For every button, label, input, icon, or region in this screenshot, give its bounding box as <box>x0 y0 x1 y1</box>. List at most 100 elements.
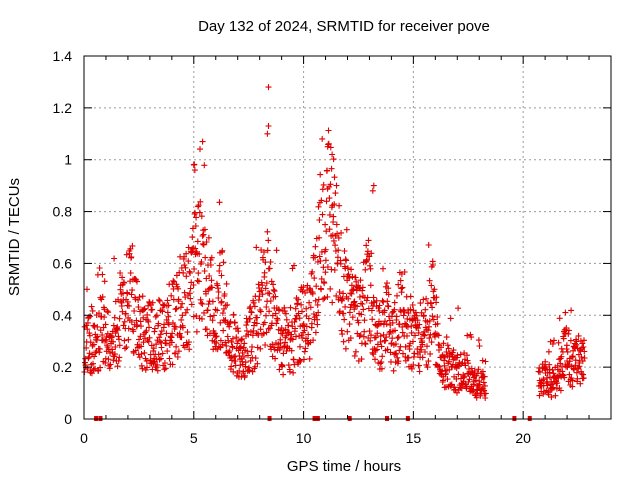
data-point <box>458 361 465 367</box>
data-point <box>229 335 236 342</box>
data-point <box>359 301 366 307</box>
data-point <box>341 248 348 254</box>
data-point <box>90 341 97 348</box>
data-point <box>291 319 298 325</box>
data-point <box>315 203 322 210</box>
data-point <box>561 374 568 381</box>
data-point <box>482 358 489 365</box>
data-point <box>144 364 150 371</box>
data-point <box>201 162 208 169</box>
data-point <box>327 144 334 151</box>
data-point <box>311 275 318 282</box>
data-point <box>245 352 251 359</box>
data-point <box>149 366 156 373</box>
data-point <box>280 371 287 378</box>
data-point <box>396 347 403 354</box>
data-point <box>562 330 569 337</box>
data-point <box>378 343 385 350</box>
data-point <box>122 345 128 352</box>
data-point <box>346 274 353 281</box>
data-point <box>312 297 319 304</box>
data-point <box>179 324 186 331</box>
data-point <box>363 297 370 304</box>
data-point <box>259 291 266 298</box>
data-point <box>366 262 373 269</box>
data-point <box>161 360 168 366</box>
data-point <box>300 284 307 291</box>
data-point <box>461 373 468 380</box>
data-point <box>341 316 348 323</box>
data-point <box>339 295 346 302</box>
data-point <box>120 322 127 329</box>
data-point <box>88 303 95 310</box>
data-point <box>366 328 373 335</box>
data-point <box>162 365 169 372</box>
data-point <box>342 256 349 263</box>
data-point <box>460 374 467 381</box>
data-point <box>481 373 488 380</box>
data-point <box>385 285 392 292</box>
data-point <box>552 392 559 399</box>
data-point <box>132 296 139 303</box>
data-point <box>543 363 549 370</box>
data-point <box>325 140 332 147</box>
data-point <box>410 338 416 345</box>
data-point <box>296 315 303 322</box>
data-point <box>216 262 223 269</box>
data-point <box>400 350 406 357</box>
data-point <box>270 286 277 293</box>
data-point <box>575 332 582 339</box>
data-point <box>123 251 130 258</box>
data-point <box>334 230 341 237</box>
data-point <box>200 241 207 248</box>
data-point <box>559 371 566 378</box>
data-point <box>374 322 381 329</box>
data-point <box>364 256 370 263</box>
data-point <box>137 333 144 340</box>
data-point <box>101 278 108 285</box>
data-point <box>96 349 103 356</box>
data-point <box>309 268 316 275</box>
data-point <box>416 321 423 328</box>
data-point <box>215 285 221 292</box>
y-tick-label: 1.2 <box>53 100 73 116</box>
data-point <box>342 303 349 310</box>
data-point <box>581 355 588 361</box>
data-point <box>441 357 448 364</box>
data-point <box>260 330 267 337</box>
data-point <box>324 293 331 300</box>
data-point <box>126 303 132 309</box>
data-point <box>187 285 194 292</box>
data-point <box>445 345 452 352</box>
data-point <box>378 359 385 366</box>
data-point <box>441 362 448 369</box>
data-point <box>416 362 422 369</box>
data-point <box>128 254 135 260</box>
data-point <box>262 342 269 348</box>
data-point <box>225 337 232 344</box>
data-point <box>323 228 330 235</box>
data-point <box>290 356 297 363</box>
data-point <box>564 348 571 355</box>
data-point <box>327 181 334 188</box>
data-point <box>376 308 383 314</box>
data-point <box>318 197 325 204</box>
data-point <box>122 310 129 317</box>
data-point <box>125 336 132 343</box>
data-point <box>330 156 337 163</box>
data-point <box>172 306 179 313</box>
data-point <box>417 300 424 307</box>
data-point <box>151 355 158 362</box>
data-point <box>156 298 163 304</box>
data-point <box>124 298 131 305</box>
data-point <box>132 347 139 354</box>
data-point <box>333 292 340 299</box>
data-point <box>154 361 161 368</box>
data-point <box>361 328 368 335</box>
data-point <box>261 319 268 326</box>
data-point <box>345 271 352 278</box>
data-point <box>542 358 549 365</box>
data-point <box>335 234 342 241</box>
data-point <box>155 351 162 358</box>
data-point <box>294 300 301 307</box>
